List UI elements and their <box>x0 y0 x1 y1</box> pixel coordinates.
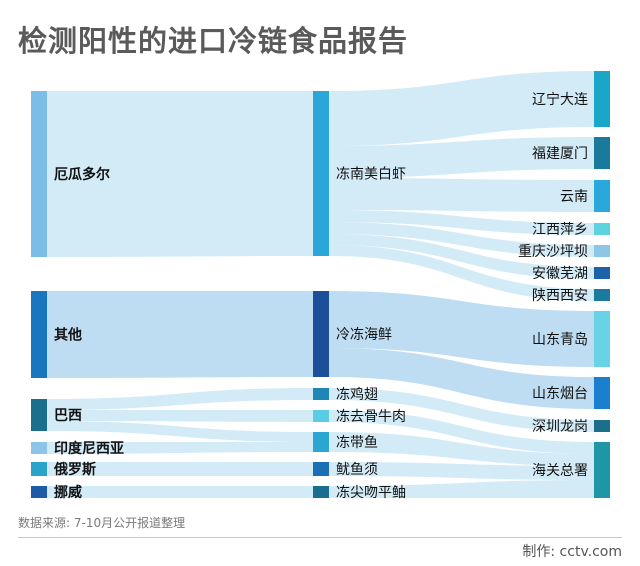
flow-link-russia-squid <box>47 462 313 476</box>
node-yunnan <box>594 180 610 212</box>
flow-link-pomfret-customs <box>329 480 594 498</box>
node-chicken <box>313 388 329 400</box>
node-label-indonesia: 印度尼西亚 <box>54 440 124 457</box>
node-label-qingdao: 山东青岛 <box>532 332 588 348</box>
flow-link-beef-customs <box>329 410 594 454</box>
node-other <box>31 291 47 378</box>
node-xiamen <box>594 137 610 169</box>
node-hairtail <box>313 432 329 452</box>
flow-link-indonesia-hairtail <box>47 442 313 454</box>
node-label-russia: 俄罗斯 <box>53 461 96 478</box>
node-squid <box>313 462 329 476</box>
node-label-yunnan: 云南 <box>560 189 588 205</box>
node-qingdao <box>594 311 610 367</box>
flow-link-shrimp-dalian <box>329 71 594 146</box>
credit-line: 制作: cctv.com <box>522 544 622 560</box>
node-shenzhen <box>594 420 610 432</box>
node-brazil <box>31 399 47 431</box>
node-norway <box>31 486 47 498</box>
node-label-ecuador: 厄瓜多尔 <box>54 166 110 183</box>
node-label-dalian: 辽宁大连 <box>532 91 588 108</box>
node-beef <box>313 410 329 422</box>
flow-link-seafood-yantai <box>329 348 594 409</box>
chart-title: 检测阳性的进口冷链食品报告 <box>18 24 409 58</box>
node-wuhu <box>594 267 610 279</box>
node-label-squid: 鱿鱼须 <box>336 461 378 478</box>
node-russia <box>31 462 47 476</box>
flow-link-shrimp-wuhu <box>329 234 594 279</box>
node-label-xiamen: 福建厦门 <box>532 146 588 162</box>
flow-link-hairtail-customs <box>329 432 594 466</box>
node-label-xian: 陕西西安 <box>532 288 588 304</box>
node-label-wuhu: 安徽芜湖 <box>532 265 588 282</box>
node-label-brazil: 巴西 <box>54 408 82 424</box>
node-chongqing <box>594 245 610 257</box>
flow-link-other-seafood <box>47 291 313 378</box>
node-dalian <box>594 71 610 127</box>
node-pomfret <box>313 486 329 498</box>
flow-link-ecuador-shrimp <box>47 91 313 257</box>
flow-link-norway-pomfret <box>47 486 313 498</box>
node-label-pingxiang: 江西萍乡 <box>532 222 588 238</box>
flow-link-shrimp-xian <box>329 245 594 301</box>
node-label-other: 其他 <box>54 327 82 344</box>
flow-link-brazil-beef <box>47 410 313 422</box>
flow-link-brazil-chicken <box>47 388 313 410</box>
flow-link-brazil-hairtail <box>47 421 313 442</box>
node-label-norway: 挪威 <box>54 484 82 501</box>
node-label-chongqing: 重庆沙坪坝 <box>518 244 588 260</box>
flow-link-shrimp-pingxiang <box>329 210 594 235</box>
node-label-seafood: 冷冻海鲜 <box>336 326 392 343</box>
flow-link-seafood-qingdao <box>329 291 594 367</box>
node-label-chicken: 冻鸡翅 <box>336 386 378 403</box>
flow-link-shrimp-yunnan <box>329 178 594 212</box>
flow-link-shrimp-chongqing <box>329 222 594 257</box>
node-seafood <box>313 291 329 377</box>
node-pingxiang <box>594 223 610 235</box>
flow-link-shrimp-xiamen <box>329 137 594 178</box>
data-source-note: 数据来源: 7-10月公开报道整理 <box>18 516 186 530</box>
node-label-hairtail: 冻带鱼 <box>336 434 378 451</box>
node-ecuador <box>31 91 47 257</box>
node-customs <box>594 442 610 498</box>
node-yantai <box>594 377 610 409</box>
node-xian <box>594 289 610 301</box>
node-label-yantai: 山东烟台 <box>532 386 588 402</box>
node-label-shenzhen: 深圳龙岗 <box>532 419 588 435</box>
node-label-customs: 海关总署 <box>532 463 588 479</box>
node-label-shrimp: 冻南美白虾 <box>336 166 406 183</box>
flow-link-chicken-shenzhen <box>329 388 594 432</box>
node-indonesia <box>31 442 47 454</box>
node-shrimp <box>313 91 329 256</box>
footer-divider <box>18 537 622 538</box>
node-label-beef: 冻去骨牛肉 <box>336 408 406 425</box>
node-label-pomfret: 冻尖吻平鲉 <box>336 484 406 501</box>
flow-link-squid-customs <box>329 462 594 480</box>
